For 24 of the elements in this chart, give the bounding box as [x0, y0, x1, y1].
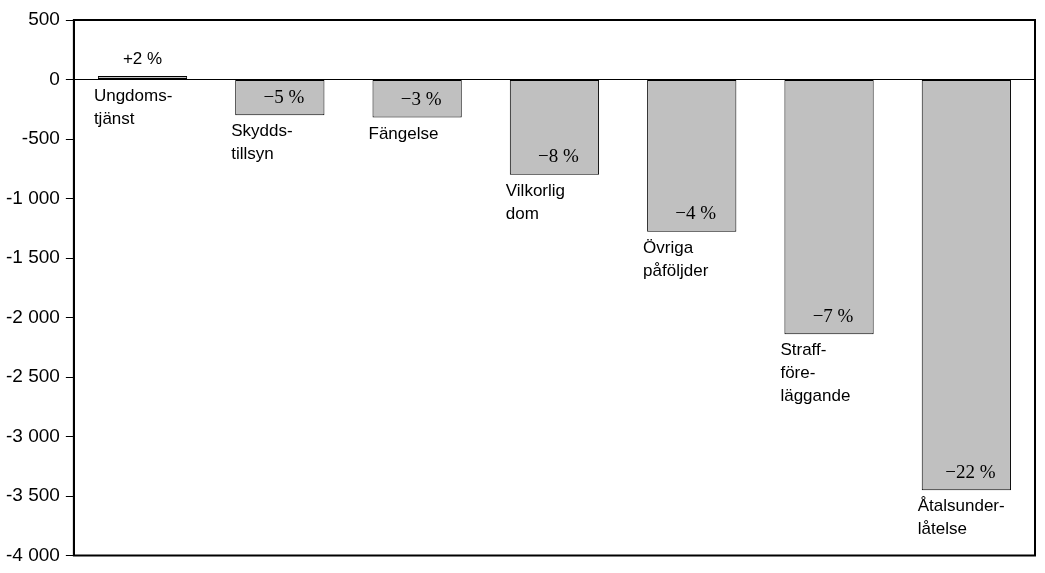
- y-tick-label: -3 000: [6, 424, 60, 446]
- annotation: +2 %: [122, 49, 163, 69]
- x-tick-label: Fängelse: [368, 123, 439, 143]
- y-tick-label: 0: [49, 67, 60, 89]
- y-tick-label: -2 500: [6, 365, 60, 387]
- y-tick-label: 500: [28, 8, 60, 30]
- x-tick-label: Vilkorlig dom: [505, 180, 566, 223]
- annotation: −4 %: [675, 202, 717, 224]
- y-tick-label: -1 000: [6, 186, 60, 208]
- y-tick-label: -4 000: [6, 543, 60, 565]
- annotation: −22 %: [945, 460, 996, 482]
- y-tick-label: -2 000: [6, 305, 60, 327]
- y-tick-label: -3 500: [6, 484, 60, 506]
- annotation: −7 %: [812, 304, 854, 326]
- x-tick-label: Skydds- tillsyn: [231, 121, 293, 164]
- x-tick-label: Straff- före- läggande: [780, 340, 851, 406]
- annotation: −5 %: [263, 85, 305, 107]
- annotation: −3 %: [400, 88, 442, 110]
- x-tick-label: Övriga påföljder: [643, 238, 709, 281]
- y-tick-label: -500: [21, 127, 60, 149]
- y-tick-label: -1 500: [6, 246, 60, 268]
- annotation: −8 %: [538, 145, 579, 167]
- x-tick-label: Ungdoms- tjänst: [93, 85, 173, 128]
- x-tick-label: Åtalsunder- låtelse: [917, 496, 1005, 539]
